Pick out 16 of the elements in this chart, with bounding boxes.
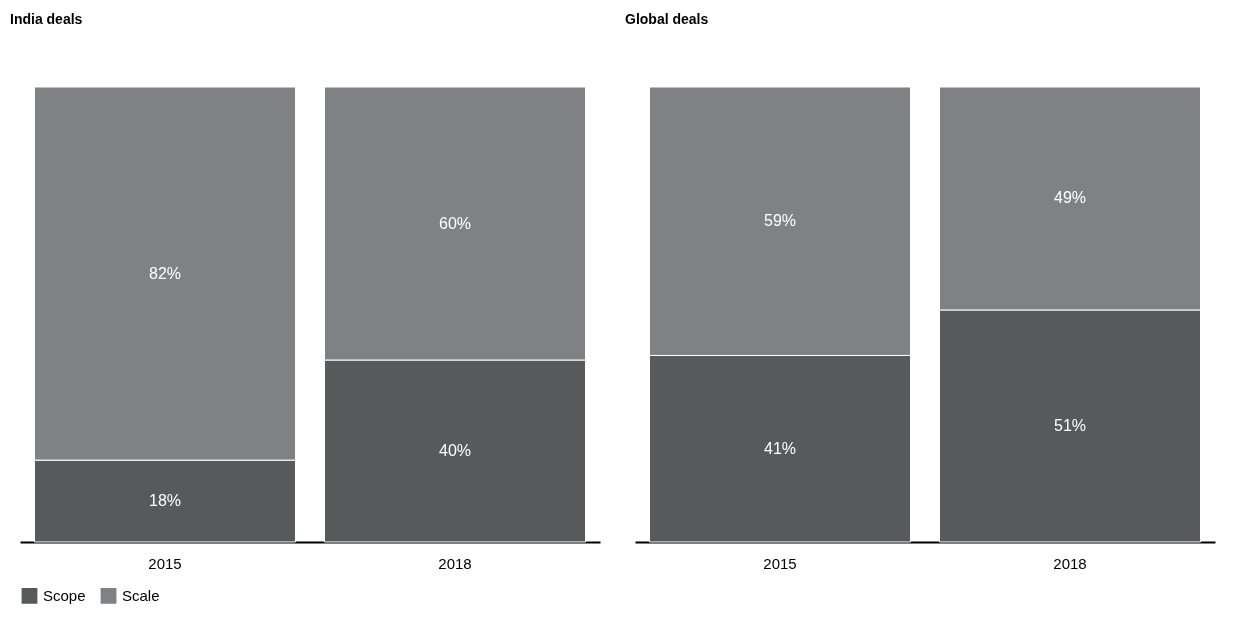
x-tick-label: 2015	[148, 554, 182, 572]
data-label: 18%	[148, 492, 182, 510]
data-label: 41%	[763, 439, 797, 457]
x-tick-label: 2018	[438, 554, 472, 572]
data-label: 51%	[1053, 416, 1087, 434]
x-tick-label: 2018	[1053, 554, 1087, 572]
legend-label: Scale	[122, 586, 160, 604]
chart-title: India deals	[10, 10, 83, 27]
legend-label: Scope	[43, 586, 86, 604]
data-label: 82%	[148, 264, 182, 282]
data-label: 59%	[763, 212, 797, 230]
data-label: 60%	[438, 214, 472, 232]
chart-title: Global deals	[625, 10, 709, 27]
data-label: 49%	[1053, 189, 1087, 207]
data-label: 40%	[438, 442, 472, 459]
x-tick-label: 2015	[763, 554, 797, 572]
